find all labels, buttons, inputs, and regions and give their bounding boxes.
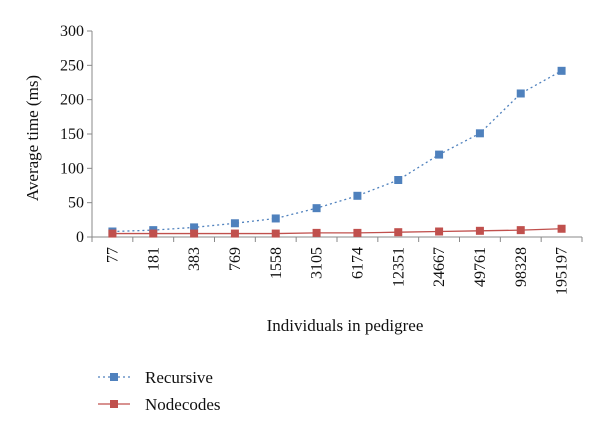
legend-label: Recursive [145,368,213,387]
x-tick-label: 3105 [309,247,326,279]
series-line [112,70,562,233]
data-point [230,229,239,238]
data-point [108,229,117,238]
y-tick-label: 100 [60,160,84,177]
x-tick-label: 77 [104,247,121,263]
legend-marker [110,373,118,381]
data-point [516,226,525,235]
data-point [271,229,280,238]
legend: Recursive Nodecodes [98,368,221,414]
y-tick-label: 300 [60,23,84,40]
x-tick-label: 49761 [472,247,489,287]
x-tick-label: 181 [145,247,162,271]
x-tick-label: 24667 [431,247,448,287]
x-tick-label: 769 [227,247,244,271]
data-point [149,229,158,238]
legend-item: Recursive [98,368,213,387]
data-point [271,214,280,223]
legend-label: Nodecodes [145,395,221,414]
x-tick-label: 98328 [513,247,530,287]
data-point [353,228,362,237]
data-point [312,228,321,237]
y-axis: 0 50 100 150 200 250 300 [60,23,93,246]
data-point [475,226,484,235]
series-line [112,228,562,235]
data-point [190,229,199,238]
data-point [557,66,566,75]
data-point [312,204,321,213]
data-point [230,219,239,228]
data-point [516,89,525,98]
data-point [394,228,403,237]
series [108,66,566,238]
data-point [353,191,362,200]
data-point [394,176,403,185]
x-axis-label: Individuals in pedigree [267,316,424,335]
x-tick-label: 12351 [390,247,407,287]
y-tick-label: 50 [68,195,84,212]
y-tick-label: 150 [60,126,84,143]
x-tick-label: 195197 [554,247,571,295]
data-point [475,129,484,138]
data-point [190,223,199,232]
x-tick-label: 383 [186,247,203,271]
x-tick-label: 6174 [349,247,366,279]
legend-marker [110,400,118,408]
data-point [557,224,566,233]
y-tick-label: 0 [76,229,84,246]
x-tick-label: 1558 [268,247,285,279]
y-tick-label: 200 [60,92,84,109]
legend-item: Nodecodes [98,395,221,414]
data-point [435,227,444,236]
series-recursive [108,66,566,236]
x-axis: 77 181 383 769 1558 3105 6174 12351 24667 49761 98… [91,236,583,295]
y-tick-label: 250 [60,57,84,74]
series-nodecodes [108,224,566,238]
y-axis-label: Average time (ms) [23,75,42,201]
data-point [435,150,444,159]
